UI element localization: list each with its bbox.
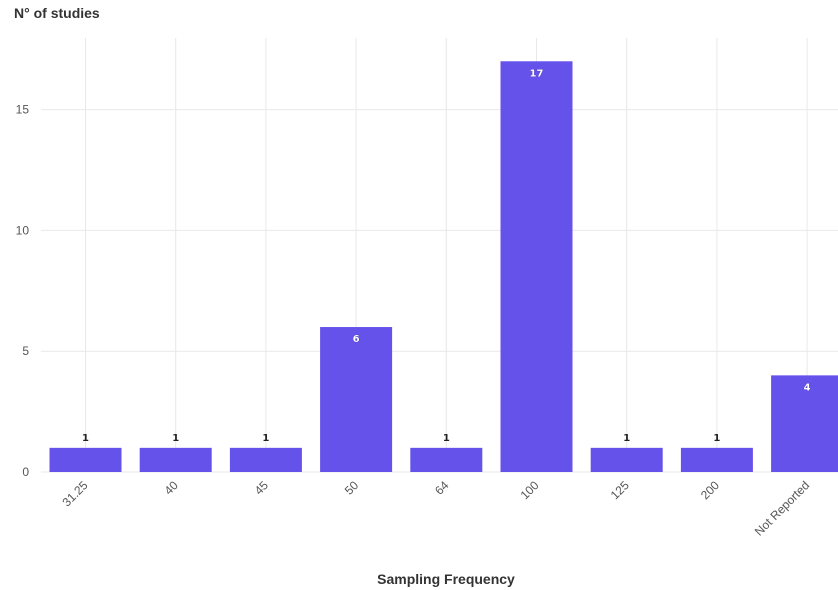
bar [771,375,838,472]
data-label: 1 [623,433,630,444]
data-label: 1 [82,433,89,444]
data-label: 1 [443,433,450,444]
y-tick-label: 10 [16,223,30,237]
data-label: 1 [262,433,269,444]
bar [590,447,663,472]
x-tick-label: 125 [608,478,632,502]
x-tick-label: 40 [161,478,181,498]
bar [410,447,483,472]
x-tick-label: 100 [518,478,542,502]
y-tick-label: 15 [16,103,30,117]
x-axis-title: Sampling Frequency [377,571,515,587]
bars [49,61,838,472]
x-tick-label: 45 [252,478,272,498]
x-tick-label: 31.25 [59,478,90,509]
data-label: 17 [530,68,544,79]
x-tick-label: Not Reported [752,478,812,538]
y-tick-label: 0 [22,465,29,479]
x-tick-label: 64 [432,478,452,498]
bar [320,327,393,472]
x-axis-ticks: 31.25 40 45 50 64 100 125 200 Not Reported [59,478,812,539]
data-label: 1 [713,433,720,444]
bar [500,61,573,472]
bar [139,447,212,472]
y-tick-label: 5 [22,344,29,358]
data-label: 1 [172,433,179,444]
bar [229,447,302,472]
gridlines [41,38,838,473]
data-label: 6 [353,334,360,345]
data-label: 4 [804,382,811,393]
bar [680,447,753,472]
x-tick-label: 50 [342,478,362,498]
x-tick-label: 200 [698,478,722,502]
y-axis-title: N° of studies [14,5,100,21]
y-axis-ticks: 0 5 10 15 [16,103,30,479]
bar [49,447,122,472]
